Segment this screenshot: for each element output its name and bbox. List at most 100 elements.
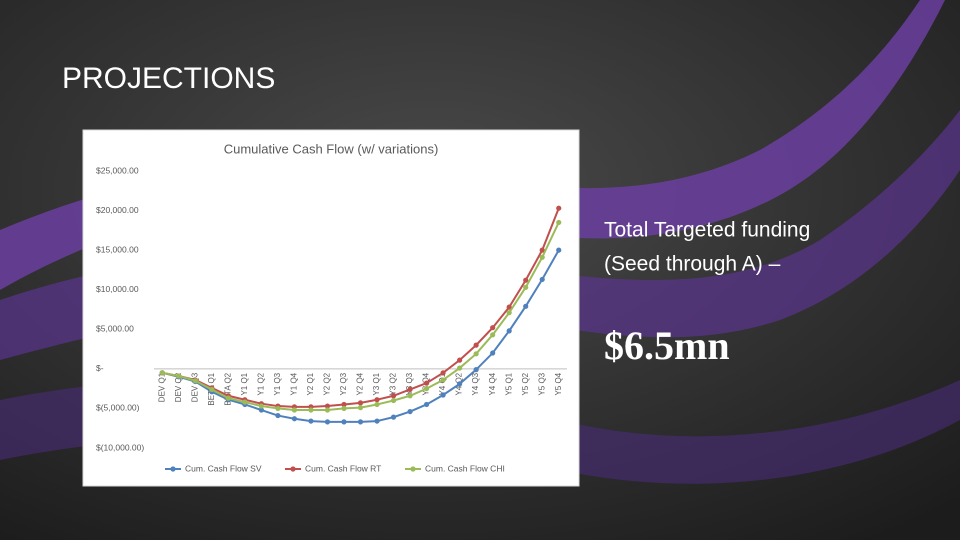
- legend-marker: [170, 466, 176, 472]
- point: [523, 303, 529, 309]
- point: [357, 405, 364, 411]
- x-tick-label: Y3 Q1: [372, 372, 381, 395]
- x-tick-label: Y5 Q2: [521, 372, 530, 395]
- point: [506, 328, 512, 334]
- point: [341, 405, 347, 412]
- x-tick-label: Y3 Q2: [389, 372, 398, 395]
- x-tick-label: Y2 Q3: [339, 372, 348, 395]
- point: [440, 392, 446, 398]
- point: [473, 367, 479, 373]
- x-tick-label: Y5 Q1: [504, 372, 513, 395]
- y-tick-label: $20,000.00: [96, 205, 139, 215]
- point: [539, 247, 545, 253]
- point: [357, 400, 364, 406]
- point: [357, 419, 364, 425]
- point: [341, 419, 347, 425]
- point: [539, 254, 545, 260]
- x-tick-label: BETA Q2: [223, 372, 232, 405]
- point: [407, 393, 413, 399]
- point: [556, 247, 562, 253]
- point: [490, 332, 496, 338]
- point: [390, 393, 397, 399]
- x-tick-label: Y2 Q1: [306, 372, 315, 395]
- x-tick-label: DEV Q1: [157, 372, 166, 402]
- point: [324, 419, 331, 425]
- y-tick-label: $5,000.00: [96, 324, 134, 334]
- y-tick-label: $(5,000.00): [96, 403, 140, 413]
- point: [390, 414, 397, 420]
- body-text: (Seed through A) –: [604, 253, 781, 276]
- y-tick-label: $10,000.00: [96, 284, 139, 294]
- point: [490, 325, 496, 331]
- point: [407, 408, 413, 415]
- x-tick-label: DEV Q3: [190, 372, 199, 402]
- point: [506, 310, 512, 316]
- point: [341, 401, 347, 408]
- x-tick-label: Y4 Q3: [471, 372, 480, 395]
- point: [308, 407, 314, 413]
- y-tick-label: $25,000.00: [96, 165, 139, 175]
- legend-label: Cum. Cash Flow RT: [305, 463, 381, 473]
- point: [324, 403, 331, 409]
- legend-label: Cum. Cash Flow CHI: [425, 463, 505, 473]
- point: [457, 365, 463, 371]
- x-tick-label: Y1 Q2: [256, 372, 265, 395]
- point: [291, 407, 298, 413]
- legend-label: Cum. Cash Flow SV: [185, 463, 262, 473]
- point: [490, 350, 496, 356]
- x-tick-label: Y2 Q4: [356, 372, 365, 395]
- x-tick-label: Y1 Q3: [273, 372, 282, 395]
- point: [423, 380, 430, 386]
- point: [258, 403, 264, 409]
- point: [291, 416, 298, 422]
- point: [539, 276, 545, 283]
- point: [523, 277, 529, 283]
- point: [209, 386, 215, 393]
- point: [275, 405, 281, 412]
- x-tick-label: Y3 Q3: [405, 372, 414, 395]
- point: [192, 378, 198, 384]
- x-tick-label: Y4 Q1: [438, 372, 447, 395]
- point: [374, 418, 380, 424]
- point: [407, 386, 413, 393]
- point: [457, 357, 463, 363]
- point: [457, 381, 463, 387]
- point: [159, 370, 165, 376]
- point: [556, 205, 562, 211]
- point: [324, 407, 331, 413]
- slide-title: PROJECTIONS: [62, 62, 275, 95]
- point: [225, 395, 231, 401]
- x-tick-label: Y1 Q4: [290, 372, 299, 395]
- x-tick-label: Y2 Q2: [323, 372, 332, 395]
- point: [176, 373, 182, 379]
- legend-marker: [290, 466, 296, 472]
- point: [423, 401, 430, 408]
- point: [242, 399, 248, 405]
- point: [308, 418, 314, 424]
- y-tick-label: $(10,000.00): [96, 442, 144, 452]
- chart-title: Cumulative Cash Flow (w/ variations): [224, 141, 439, 156]
- point: [390, 397, 397, 404]
- point: [440, 370, 446, 376]
- chart-area: [82, 129, 580, 487]
- point: [275, 412, 281, 419]
- legend-marker: [410, 466, 416, 472]
- point: [556, 219, 562, 226]
- point: [374, 397, 380, 403]
- highlight-text: $6.5mn: [604, 323, 730, 368]
- point: [506, 304, 512, 310]
- point: [473, 351, 479, 357]
- point: [440, 377, 446, 383]
- body-text: Total Targeted funding: [604, 219, 810, 242]
- x-tick-label: DEV Q2: [174, 372, 183, 402]
- point: [423, 386, 430, 392]
- y-tick-label: $15,000.00: [96, 244, 139, 254]
- x-tick-label: Y1 Q1: [240, 372, 249, 395]
- swoosh: [0, 0, 945, 290]
- x-tick-label: Y5 Q4: [554, 372, 563, 395]
- point: [523, 284, 529, 290]
- y-tick-label: $-: [96, 363, 104, 373]
- point: [258, 407, 264, 413]
- x-tick-label: Y4 Q4: [488, 372, 497, 395]
